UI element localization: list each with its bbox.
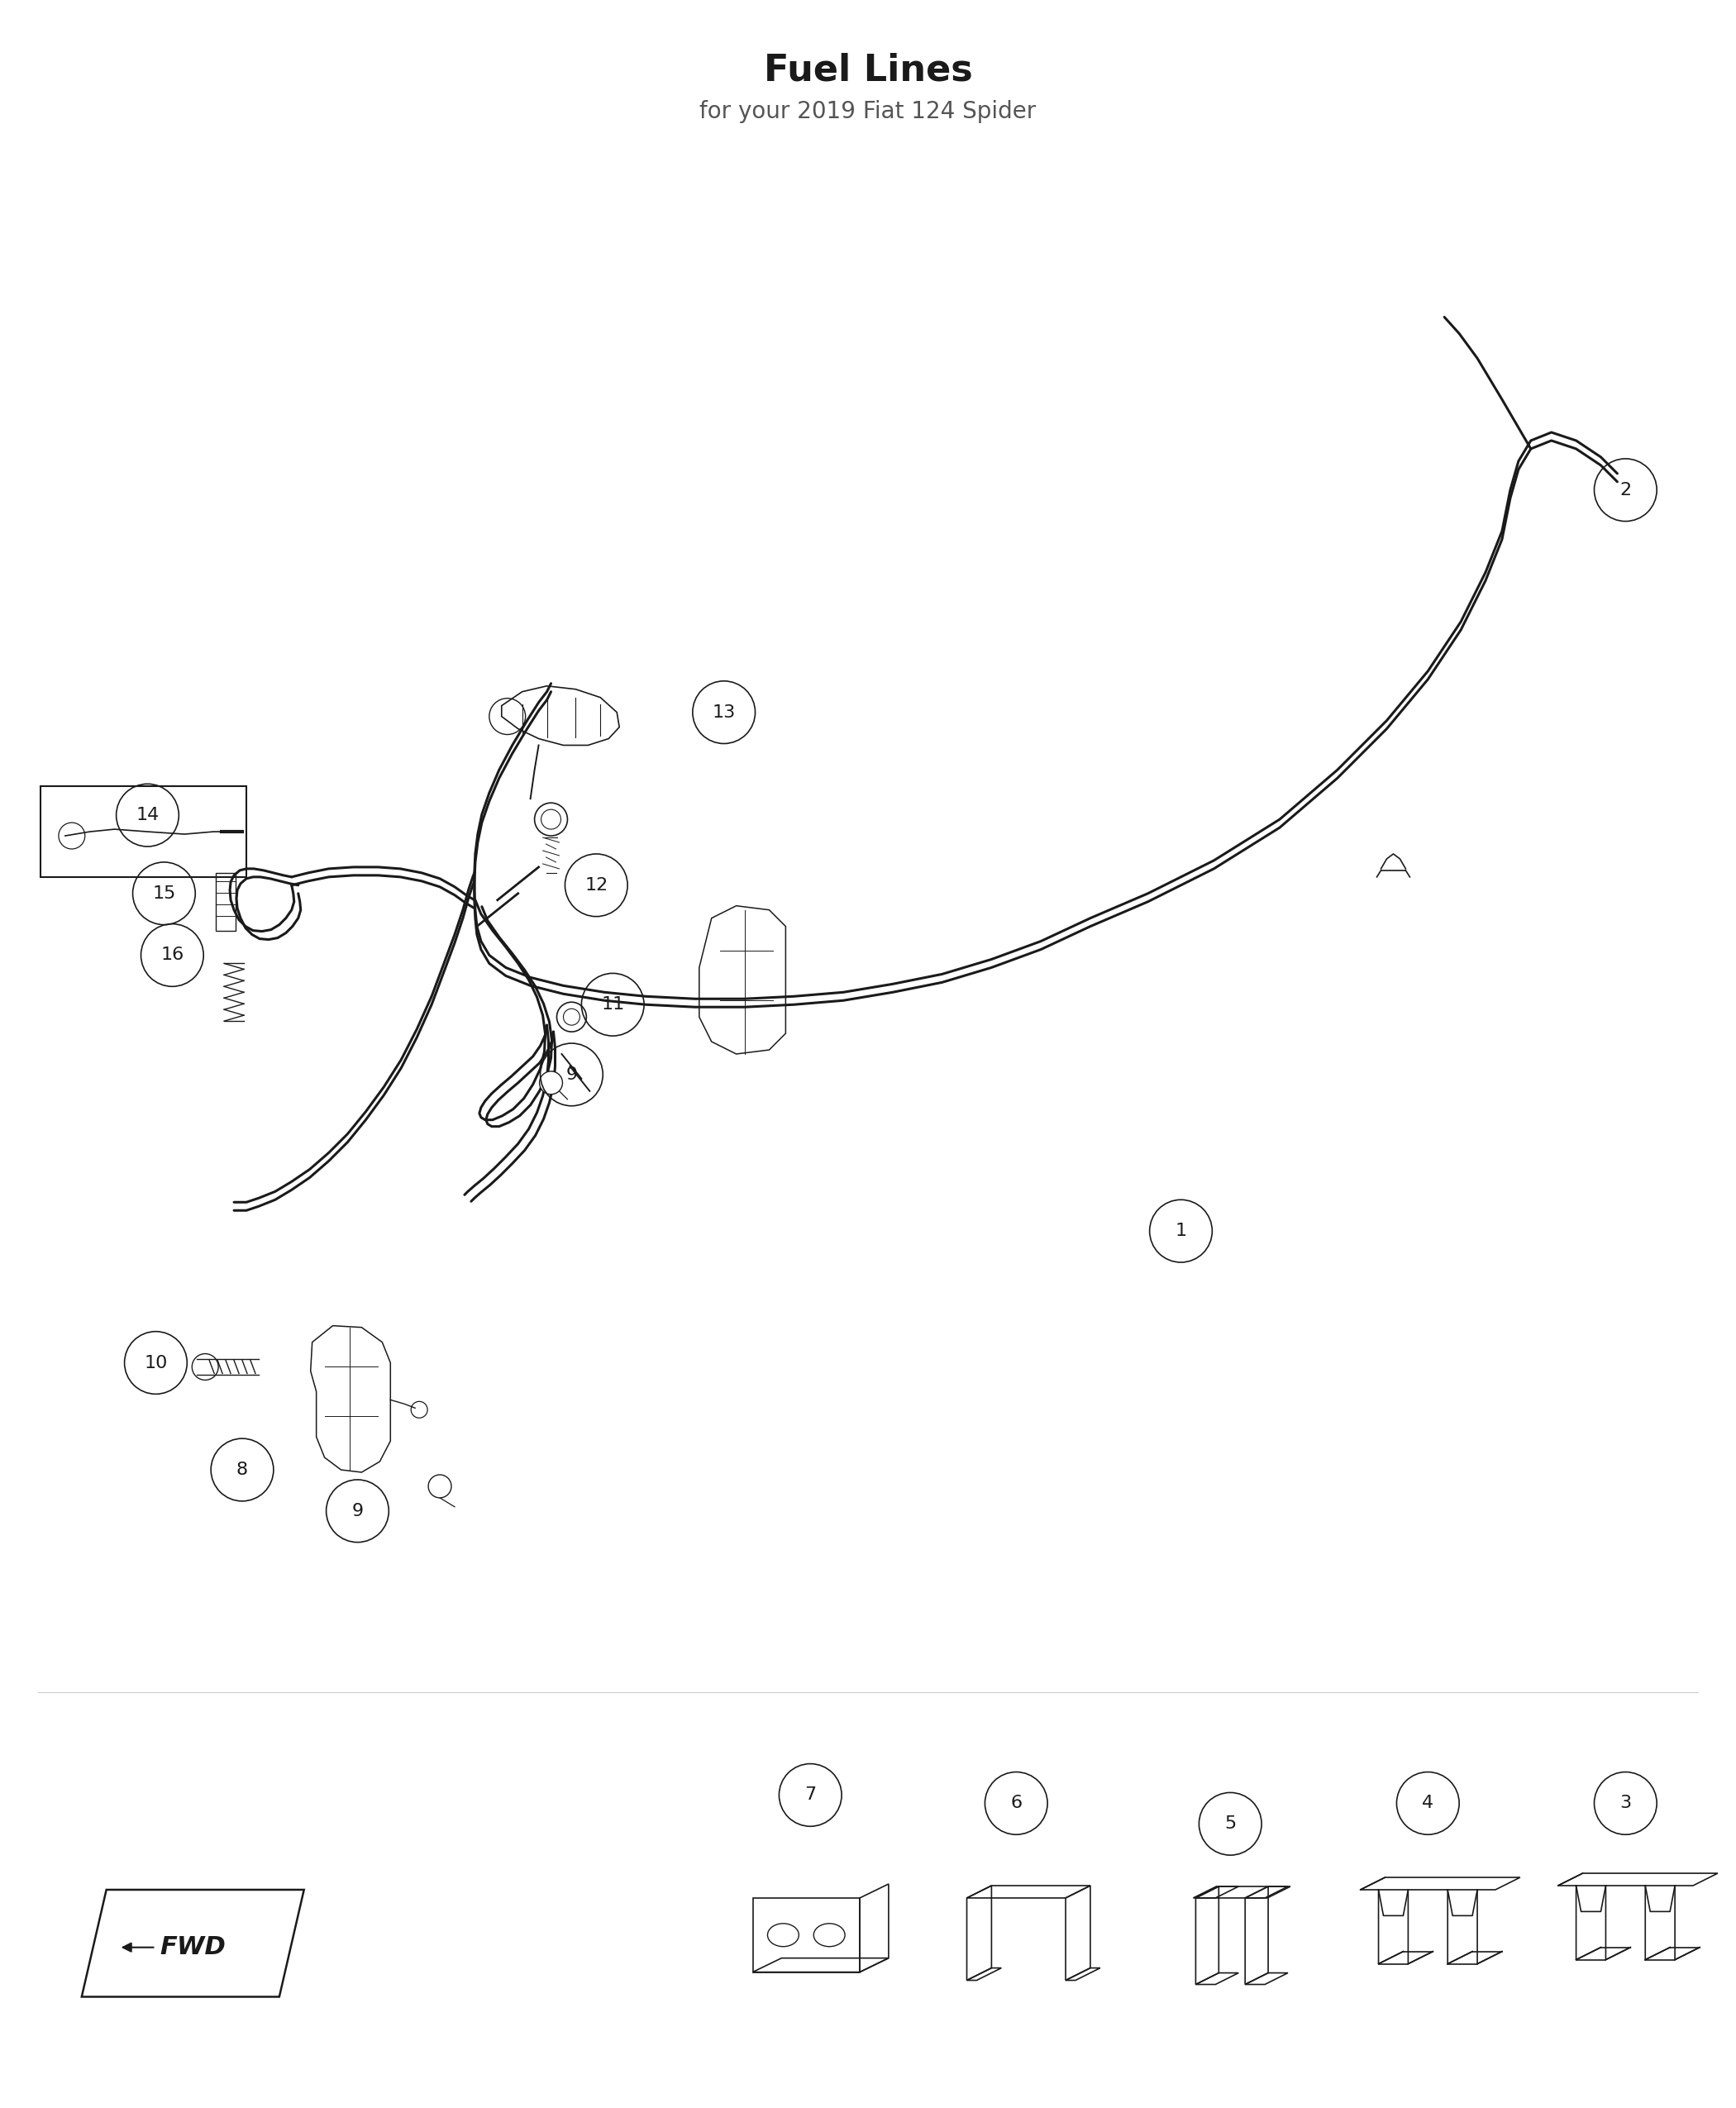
Circle shape	[540, 1071, 562, 1094]
Text: 9: 9	[566, 1067, 578, 1084]
Text: 13: 13	[712, 704, 736, 721]
Text: FWD: FWD	[160, 1935, 226, 1958]
Bar	[215, 873, 236, 930]
Bar	[40, 786, 247, 877]
Text: 14: 14	[135, 807, 160, 824]
Circle shape	[557, 1001, 587, 1031]
Text: 9: 9	[352, 1503, 363, 1520]
Text: 12: 12	[585, 877, 608, 894]
Text: 2: 2	[1620, 483, 1632, 497]
Text: 8: 8	[236, 1461, 248, 1478]
Text: 5: 5	[1224, 1815, 1236, 1832]
Text: 15: 15	[153, 885, 175, 902]
Text: for your 2019 Fiat 124 Spider: for your 2019 Fiat 124 Spider	[700, 99, 1036, 122]
Text: 16: 16	[160, 946, 184, 963]
Text: 3: 3	[1620, 1796, 1632, 1811]
Text: 6: 6	[1010, 1796, 1023, 1811]
Text: 4: 4	[1422, 1796, 1434, 1811]
Text: 7: 7	[804, 1788, 816, 1802]
Text: 10: 10	[144, 1355, 167, 1370]
Text: 1: 1	[1175, 1223, 1187, 1240]
Text: 11: 11	[601, 997, 625, 1012]
Circle shape	[429, 1476, 451, 1499]
Text: Fuel Lines: Fuel Lines	[764, 53, 972, 89]
